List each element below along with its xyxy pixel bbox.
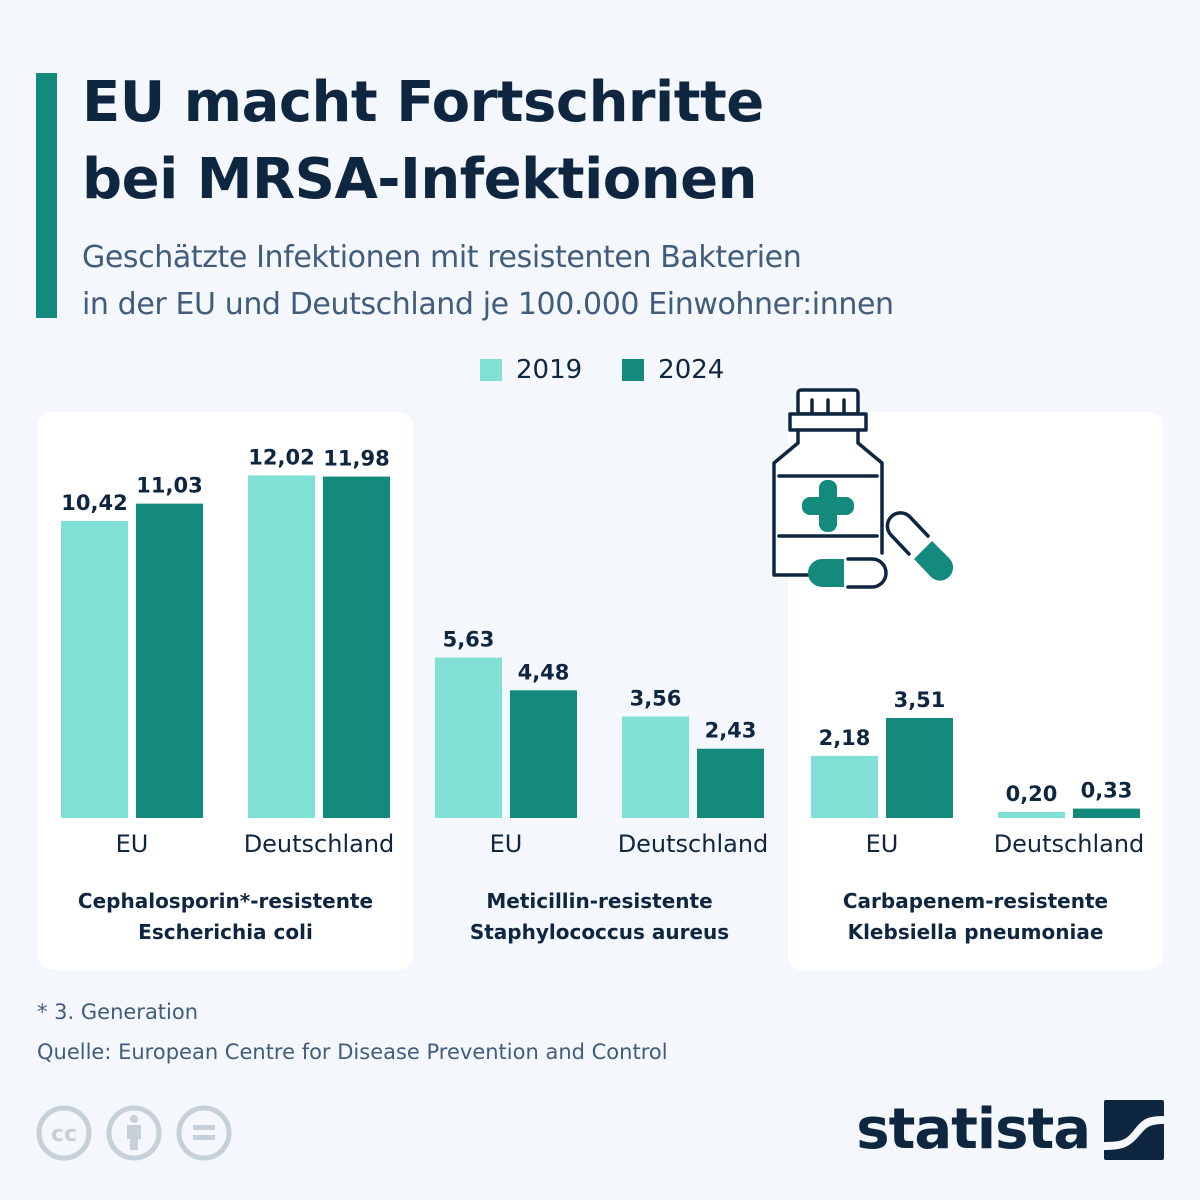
data-label-2019-deutschland: 0,20 (1006, 782, 1058, 806)
panel-title-line: Meticillin-resistente (486, 889, 712, 913)
page-subtitle: Geschätzte Infektionen mit resistenten B… (82, 234, 1182, 328)
data-label-2024-eu: 11,03 (136, 474, 202, 498)
data-label-2019-eu: 2,18 (819, 726, 871, 750)
data-label-2024-deutschland: 11,98 (323, 447, 389, 471)
bar-2019-eu (435, 657, 502, 818)
medicine-bottle-with-pills-icon (772, 388, 954, 589)
svg-text:cc: cc (51, 1122, 77, 1147)
bar-2024-eu (510, 690, 577, 818)
panel-title-line: Klebsiella pneumoniae (848, 920, 1104, 944)
legend-item-2019: 2019 (480, 355, 582, 385)
subtitle-line-2: in der EU und Deutschland je 100.000 Ein… (82, 287, 894, 322)
source-note: Quelle: European Centre for Disease Prev… (37, 1040, 668, 1064)
data-label-2019-eu: 10,42 (61, 491, 127, 515)
data-label-2024-deutschland: 0,33 (1081, 779, 1133, 803)
category-label-eu: EU (866, 830, 899, 858)
bar-2019-deutschland (622, 716, 689, 818)
category-label-deutschland: Deutschland (244, 830, 395, 858)
bar-2024-deutschland (1073, 808, 1140, 818)
legend-label-2019: 2019 (516, 355, 583, 385)
data-label-2019-eu: 5,63 (443, 628, 495, 652)
logo-text: statista (856, 1097, 1091, 1162)
statista-logo[interactable]: statista (856, 1100, 1164, 1160)
bar-2024-eu (886, 717, 953, 818)
category-label-deutschland: Deutschland (618, 830, 769, 858)
bar-2019-deutschland (998, 812, 1065, 818)
category-label-eu: EU (116, 830, 149, 858)
panel-title-line: Staphylococcus aureus (470, 920, 729, 944)
footnote: * 3. Generation (37, 1000, 199, 1024)
statista-logo-icon (1104, 1100, 1164, 1160)
legend-item-2024: 2024 (622, 355, 724, 385)
data-label-2019-deutschland: 12,02 (248, 445, 314, 469)
attribution-icon[interactable] (106, 1105, 162, 1165)
category-label-deutschland: Deutschland (994, 830, 1145, 858)
bar-2024-deutschland (697, 748, 764, 818)
subtitle-line-1: Geschätzte Infektionen mit resistenten B… (82, 240, 802, 275)
no-derivatives-icon[interactable] (176, 1105, 232, 1165)
legend-label-2024: 2024 (658, 355, 725, 385)
chart-legend: 2019 2024 (480, 355, 764, 385)
bar-2019-deutschland (248, 475, 315, 818)
data-label-2024-deutschland: 2,43 (705, 719, 757, 743)
bar-2019-eu (811, 755, 878, 818)
title-accent-bar (36, 73, 57, 318)
panel-title-line: Escherichia coli (138, 920, 313, 944)
cc-icon[interactable]: cc (36, 1105, 92, 1165)
panel-title-line: Carbapenem-resistente (843, 889, 1108, 913)
license-icons: cc (36, 1105, 246, 1165)
panel-title-line: Cephalosporin*-resistente (78, 889, 373, 913)
data-label-2024-eu: 4,48 (518, 660, 570, 684)
chart-area: 10,42 11,03 EU 12,02 11,98 Deutschland Cephalo… (61, 445, 1145, 944)
legend-swatch-2019 (480, 359, 502, 381)
title-line-1: EU macht Fortschritte (82, 70, 764, 135)
category-label-eu: EU (490, 830, 523, 858)
bar-2024-eu (136, 503, 203, 818)
page-title: EU macht Fortschritte bei MRSA-Infektion… (82, 64, 1082, 218)
data-label-2024-eu: 3,51 (894, 688, 946, 712)
bar-2024-deutschland (323, 476, 390, 818)
bar-2019-eu (61, 521, 128, 818)
legend-swatch-2024 (622, 359, 645, 381)
title-line-2: bei MRSA-Infektionen (82, 147, 757, 212)
data-label-2019-deutschland: 3,56 (630, 687, 682, 711)
